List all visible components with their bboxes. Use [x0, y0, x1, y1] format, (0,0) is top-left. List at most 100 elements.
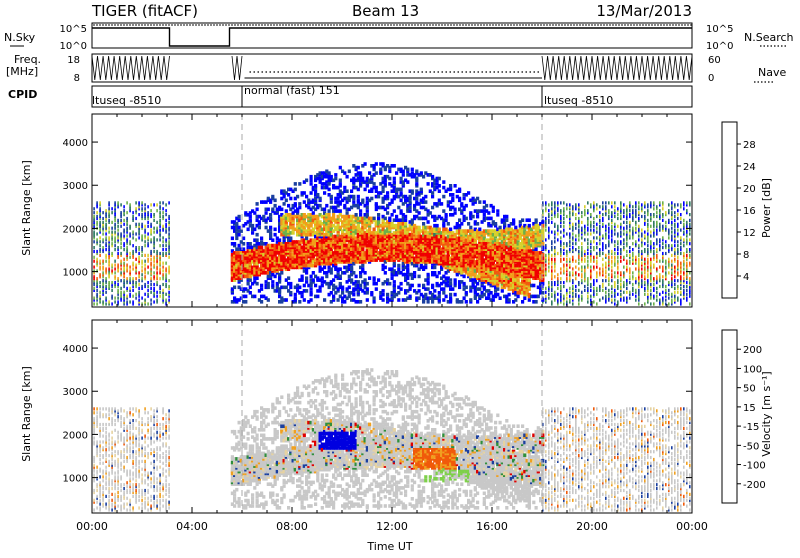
heatmap-cell	[548, 250, 550, 253]
heatmap-cell	[560, 236, 562, 239]
heatmap-cell	[599, 225, 601, 228]
heatmap-cell	[411, 189, 414, 193]
heatmap-cell	[554, 246, 556, 249]
heatmap-cell	[102, 300, 104, 303]
heatmap-cell	[653, 201, 655, 204]
heatmap-cell	[593, 225, 595, 228]
heatmap-cell	[608, 277, 610, 280]
heatmap-cell	[560, 248, 562, 251]
heatmap-cell	[287, 204, 290, 208]
heatmap-cell	[357, 280, 360, 284]
heatmap-cell	[323, 298, 326, 302]
heatmap-cell	[386, 195, 389, 199]
heatmap-cell	[665, 240, 667, 243]
heatmap-cell	[144, 275, 146, 278]
heatmap-cell	[123, 248, 125, 251]
heatmap-cell	[557, 238, 559, 241]
heatmap-cell	[608, 289, 610, 292]
heatmap-cell	[96, 215, 98, 218]
heatmap-cell	[638, 250, 640, 253]
heatmap-cell	[677, 232, 679, 235]
heatmap-cell	[551, 221, 553, 224]
heatmap-cell	[569, 203, 571, 206]
heatmap-cell	[581, 211, 583, 214]
heatmap-cell	[159, 219, 161, 222]
heatmap-cell	[168, 232, 170, 235]
heatmap-cell	[623, 209, 625, 212]
heatmap-cell	[560, 285, 562, 288]
heatmap-cell	[96, 201, 98, 204]
heatmap-cell	[563, 242, 565, 245]
heatmap-cell	[653, 229, 655, 232]
heatmap-cell	[442, 180, 445, 184]
heatmap-cell	[287, 276, 290, 280]
heatmap-cell	[384, 182, 387, 186]
heatmap-cell	[105, 248, 107, 251]
heatmap-cell	[689, 248, 691, 251]
heatmap-cell	[617, 266, 619, 269]
heatmap-cell	[674, 229, 676, 232]
heatmap-cell	[569, 232, 571, 235]
heatmap-cell	[602, 267, 604, 270]
heatmap-cell	[629, 213, 631, 216]
heatmap-cell	[662, 279, 664, 282]
heatmap-cell	[159, 295, 161, 298]
heatmap-cell	[352, 293, 355, 297]
heatmap-cell	[147, 211, 149, 214]
heatmap-cell	[144, 293, 146, 296]
heatmap-cell	[641, 279, 643, 282]
heatmap-cell	[575, 217, 577, 220]
heatmap-cell	[120, 225, 122, 228]
heatmap-cell	[294, 293, 297, 297]
heatmap-cell	[328, 209, 331, 213]
heatmap-cell	[587, 217, 589, 220]
heatmap-cell	[572, 271, 574, 274]
heatmap-cell	[659, 260, 661, 263]
heatmap-cell	[165, 213, 167, 216]
heatmap-cell	[629, 275, 631, 278]
heatmap-cell	[99, 236, 101, 239]
heatmap-cell	[93, 287, 95, 290]
heatmap-cell	[368, 276, 371, 280]
heatmap-cell	[285, 298, 288, 302]
heatmap-cell	[99, 285, 101, 288]
heatmap-cell	[623, 238, 625, 241]
heatmap-cell	[249, 278, 252, 282]
heatmap-cell	[156, 299, 158, 302]
heatmap-cell	[686, 209, 688, 212]
heatmap-cell	[548, 266, 550, 269]
heatmap-cell	[569, 258, 571, 261]
heatmap-cell	[599, 205, 601, 208]
heatmap-cell	[402, 173, 405, 177]
heatmap-cell	[111, 295, 113, 298]
heatmap-cell	[366, 209, 369, 213]
heatmap-cell	[614, 229, 616, 232]
heatmap-cell	[548, 293, 550, 296]
heatmap-cell	[156, 227, 158, 230]
heatmap-cell	[359, 284, 362, 288]
heatmap-cell	[168, 266, 170, 269]
heatmap-cell	[305, 280, 308, 284]
heatmap-cell	[114, 264, 116, 267]
heatmap-cell	[569, 299, 571, 302]
heatmap-cell	[418, 211, 421, 215]
heatmap-cell	[147, 289, 149, 292]
heatmap-cell	[659, 201, 661, 204]
heatmap-cell	[330, 200, 333, 204]
heatmap-cell	[629, 201, 631, 204]
heatmap-cell	[566, 250, 568, 253]
heatmap-cell	[348, 295, 351, 299]
heatmap-cell	[117, 219, 119, 222]
heatmap-cell	[581, 215, 583, 218]
heatmap-cell	[575, 203, 577, 206]
heatmap-cell	[251, 231, 254, 235]
heatmap-cell	[566, 258, 568, 261]
heatmap-cell	[427, 273, 430, 277]
heatmap-cell	[431, 191, 434, 195]
heatmap-cell	[256, 276, 259, 280]
heatmap-cell	[418, 226, 421, 230]
heatmap-cell	[581, 273, 583, 276]
heatmap-cell	[671, 227, 673, 230]
freq-trace-segment-2	[232, 56, 242, 80]
heatmap-cell	[596, 215, 598, 218]
